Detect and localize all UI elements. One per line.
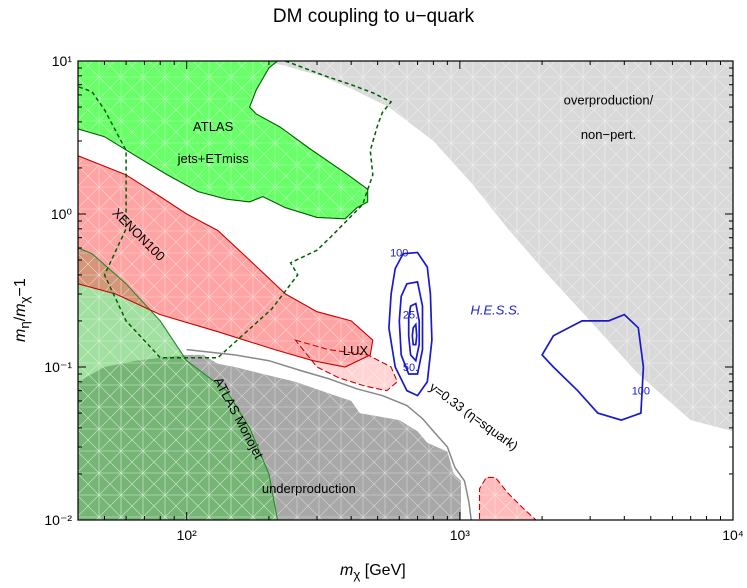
y-tick-label: 10⁰ (51, 206, 73, 222)
y-axis-label: mη/mχ−1 (11, 278, 33, 342)
y-tick-label: 10⁻¹ (44, 359, 72, 375)
hess-contour-4 (541, 313, 645, 421)
annotation-non-pert: non−pert. (581, 127, 636, 142)
annotation-jets-etmiss: jets+ETmiss (177, 151, 250, 166)
axis-ticks (77, 60, 734, 521)
annotation-lux: LUX (343, 343, 369, 358)
hess-contour-1 (398, 280, 424, 375)
hess-contour-label-2: 50. (403, 362, 418, 374)
region-lux-hatch (295, 340, 398, 391)
hess-contour-3 (411, 322, 418, 346)
region-lux-high-mass-hatch (479, 477, 536, 520)
annotation-h-e-s-s: H.E.S.S. (471, 303, 521, 318)
contour-y-0-33-squark (186, 348, 472, 520)
annotation-atlas: ATLAS (193, 119, 234, 134)
hess-contour-label-3: 100 (632, 386, 650, 398)
hess-contour-2 (407, 302, 421, 363)
region-overproduction-non-pert-hatch (262, 61, 733, 432)
region-atlas-jets-etmiss-hatch (78, 61, 368, 219)
x-axis-label: mχ [GeV] (340, 562, 406, 583)
hess-contour-label-0: 100 (390, 248, 408, 260)
plot-area: 100 25. 50. 100 ATLAS jets+ETmiss overproducti… (78, 61, 733, 520)
contour-atlas-expected (78, 61, 393, 359)
hess-contour-label-1: 25. (403, 310, 418, 322)
outline-lux-high-mass (478, 476, 537, 520)
chart-title: DM coupling to u−quark (272, 6, 475, 27)
outline-lux (293, 339, 398, 392)
x-tick-label: 10³ (450, 527, 471, 543)
region-xenon100-hatch (78, 155, 373, 367)
annotation-underproduction: underproduction (262, 481, 356, 496)
outline-atlas-monojet (78, 247, 279, 520)
x-tick-label: 10⁴ (722, 527, 744, 543)
plot-frame (77, 60, 734, 521)
y-tick-label: 10⁻² (44, 512, 72, 528)
outline-xenon100 (78, 155, 374, 368)
hess-contour-0 (388, 251, 433, 397)
outline-atlas-jets-etmiss (78, 61, 369, 220)
x-tick-label: 10² (177, 527, 198, 543)
annotation-overproduction: overproduction/ (564, 92, 654, 107)
y-tick-label: 10¹ (52, 53, 73, 69)
region-atlas-monojet-hatch (78, 247, 278, 520)
